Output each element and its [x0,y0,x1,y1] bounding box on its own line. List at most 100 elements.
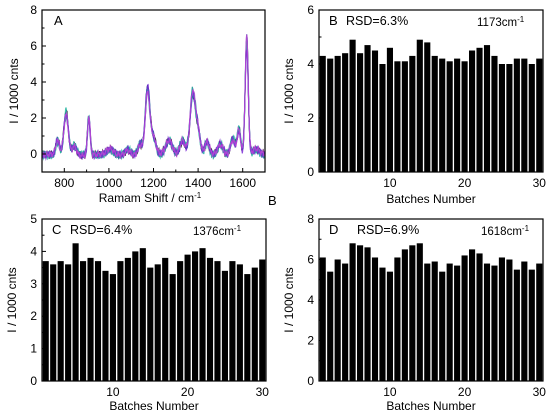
panel-d-bar-chart: 0 2 4 6 8 10 20 30 D RSD=6.9% 1618cm-1 Batches … [282,212,546,413]
panel-b-bar [409,55,416,172]
panel-c-bar [199,248,206,381]
panel-b-bar [386,47,393,172]
panel-c-bar [206,257,214,381]
panel-a-letter: A [54,13,63,28]
panel-b-ytick-label: 6 [307,3,314,17]
panel-a-ytick-label: 8 [30,3,37,17]
panel-a-xtick-label: 1400 [185,176,212,190]
panel-c-bar [147,267,154,381]
panel-d-bar [364,247,371,381]
panel-b-bar [506,64,513,172]
panel-b-ytick-label: 0 [307,165,314,179]
panel-c-bar [244,274,251,381]
panel-d-ytick-label: 0 [307,374,314,388]
panel-d-bar [371,257,379,381]
panel-c-ytick-label: 5 [30,212,37,226]
panel-c-bar [80,261,87,381]
panel-a-axes: 0 2 4 6 8 800 1000 1200 1400 1600 [30,3,266,190]
panel-a-ytick-label: 0 [30,147,37,161]
panel-d-bar [342,263,349,381]
panel-c-bar [124,257,131,381]
panel-b-bar [327,58,334,172]
panel-d-xtick-label: 30 [533,385,547,399]
panel-b-bar [476,47,483,172]
panel-d-bar [334,259,341,381]
panel-b-bar [319,55,326,172]
panel-d-bar [319,257,326,381]
panel-b-xtick-label: 20 [458,176,472,190]
panel-b-bar [469,50,476,172]
panel-d-bar [476,253,483,381]
panel-b-bar [491,55,498,172]
panel-c-bar [87,257,94,381]
panel-d-xtick-label: 20 [458,385,472,399]
panel-d-bar [379,267,386,381]
panel-b-bar [349,39,356,173]
panel-c-wavenumber: 1376cm-1 [193,224,242,239]
panel-b-rsd: RSD=6.3% [346,14,408,28]
panel-d-bar [424,263,431,381]
panel-a-ytick-label: 6 [30,39,37,53]
panel-c-ytick-label: 1 [30,342,37,356]
panel-b-xtick-label: 10 [383,176,397,190]
panel-b-bars [319,39,543,173]
panel-d-xlabel: Batches Number [386,399,475,413]
panel-b-bar [483,45,491,172]
panel-c-rsd: RSD=6.4% [70,223,132,237]
panel-b-ytick-label: 2 [307,111,314,125]
panel-c-bar [139,248,146,381]
panel-c-bar [154,264,161,381]
panel-c-bar [132,251,139,381]
panel-b-wavenumber: 1173cm-1 [477,15,525,30]
panel-c-bar [42,261,49,381]
panel-d-ytick-label: 8 [307,212,314,226]
panel-b-bar [498,64,505,172]
panel-b-bar [379,64,386,172]
panel-c-xtick-label: 10 [106,385,120,399]
panel-b-bar [357,53,364,173]
panel-c-ytick-label: 0 [30,374,37,388]
panel-d-xtick-label: 10 [383,385,397,399]
panel-c-bar [229,261,236,381]
panel-d-bar [431,261,438,381]
panel-c-bar [117,261,124,381]
panel-c-bar [94,261,102,381]
panel-b-bar [528,64,535,172]
panel-b-bar [394,61,401,172]
panel-b-bar [364,45,371,172]
panel-b-bar [461,61,468,172]
panel-d-bar [401,249,408,382]
panel-d-bar [528,269,535,382]
panel-c-letter: C [52,222,61,237]
panel-d-bars [319,243,543,382]
panel-b-bar [334,55,341,172]
panel-b-xtick-label: 30 [533,176,547,190]
panel-d-ytick-label: 6 [307,253,314,267]
panel-b-xlabel: Batches Number [386,192,475,206]
panel-d-bar [394,257,401,381]
panel-d-bar [454,265,461,381]
panel-d-bar [461,255,468,381]
panel-d-bar [469,249,476,382]
panel-d-rsd: RSD=6.9% [357,223,419,237]
panel-d-bar [483,263,491,381]
panel-c-bar [236,264,243,381]
panel-a-ytick-label: 2 [30,111,37,125]
panel-a-xtick-label: 1600 [229,176,256,190]
panel-c-ytick-label: 3 [30,277,37,291]
panel-b-bar [454,58,461,172]
panel-c-ylabel: I / 1000 cnts [5,267,19,332]
panel-a-ytick-label: 4 [30,75,37,89]
panel-a-xlabel: Ramam Shift / cm-1 [99,191,202,206]
panel-c-bar [57,261,64,381]
panel-a-xtick-label: 1200 [140,176,167,190]
panel-c-bar [65,264,72,381]
panel-a-ylabel: I / 1000 cnts [7,58,21,123]
panel-b-bar [342,53,349,173]
panel-d-bar [536,263,543,381]
panel-d-axes: 0 2 4 6 8 10 20 30 [307,212,546,399]
panel-c-bar [251,267,258,381]
panel-d-ytick-label: 2 [307,334,314,348]
panel-d-bar [446,263,453,381]
panel-b-letter: B [329,13,338,28]
